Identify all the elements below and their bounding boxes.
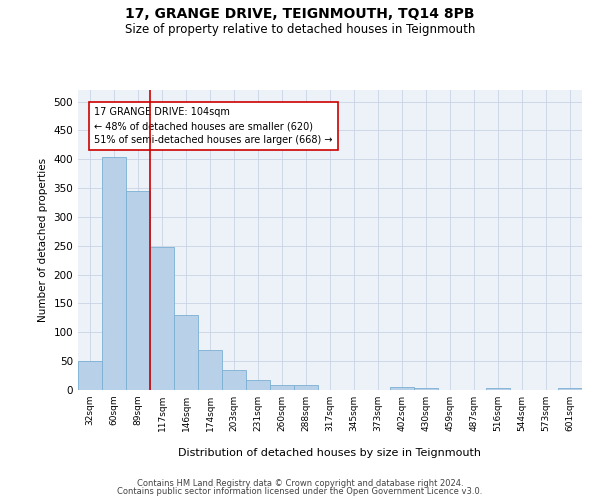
Text: Distribution of detached houses by size in Teignmouth: Distribution of detached houses by size … [179,448,482,458]
Text: Contains HM Land Registry data © Crown copyright and database right 2024.: Contains HM Land Registry data © Crown c… [137,478,463,488]
Text: 17, GRANGE DRIVE, TEIGNMOUTH, TQ14 8PB: 17, GRANGE DRIVE, TEIGNMOUTH, TQ14 8PB [125,8,475,22]
Bar [102,158,126,390]
Bar [174,315,198,390]
Bar [126,191,150,390]
Bar [198,350,222,390]
Bar [222,370,246,390]
Bar [270,386,294,390]
Bar [414,388,438,390]
Bar [246,380,270,390]
Bar [558,388,582,390]
Bar [390,386,414,390]
Text: Contains public sector information licensed under the Open Government Licence v3: Contains public sector information licen… [118,487,482,496]
Text: 17 GRANGE DRIVE: 104sqm
← 48% of detached houses are smaller (620)
51% of semi-d: 17 GRANGE DRIVE: 104sqm ← 48% of detache… [94,108,333,146]
Bar [150,248,174,390]
Bar [294,386,318,390]
Bar [78,361,102,390]
Text: Size of property relative to detached houses in Teignmouth: Size of property relative to detached ho… [125,22,475,36]
Y-axis label: Number of detached properties: Number of detached properties [38,158,48,322]
Bar [486,388,510,390]
